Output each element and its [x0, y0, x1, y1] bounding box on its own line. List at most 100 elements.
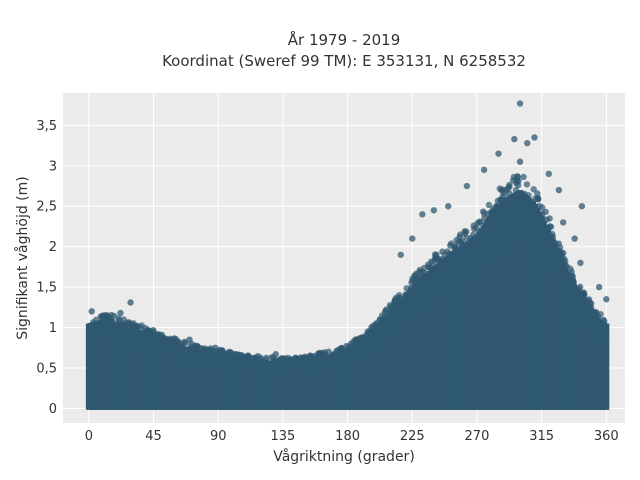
data-point: [493, 222, 500, 230]
data-point: [503, 199, 511, 207]
data-point: [179, 344, 186, 351]
data-point: [441, 251, 448, 259]
data-point: [344, 343, 352, 351]
data-point: [117, 330, 125, 337]
data-point: [110, 328, 117, 336]
y-tick-label: 3,5: [36, 119, 57, 134]
data-point: [554, 274, 561, 281]
x-axis-ticks: 0 45 90 135 180 225 270 315 360: [85, 429, 619, 444]
data-point: [479, 229, 486, 236]
data-point: [434, 286, 442, 294]
data-point: [287, 356, 295, 364]
x-tick-label: 225: [400, 429, 425, 444]
data-point: [523, 181, 531, 188]
data-point: [418, 301, 425, 309]
data-point: [428, 258, 435, 265]
data-point: [336, 354, 343, 361]
data-point: [104, 330, 112, 337]
data-point: [555, 240, 563, 247]
data-point: [489, 244, 497, 252]
data-point: [216, 348, 224, 355]
data-point: [152, 341, 159, 348]
data-point: [487, 218, 495, 225]
data-point: [411, 291, 418, 298]
data-point: [479, 208, 487, 215]
data-point: [451, 245, 458, 252]
data-point: [420, 282, 427, 290]
data-point: [461, 228, 468, 235]
data-point: [92, 334, 100, 342]
data-point: [542, 248, 550, 255]
data-point: [120, 338, 127, 346]
data-point: [378, 322, 386, 330]
outlier-point: [419, 211, 426, 218]
outlier-point: [516, 100, 524, 107]
data-point: [445, 265, 453, 272]
data-point: [483, 236, 490, 243]
data-point: [499, 223, 506, 230]
data-point: [470, 260, 478, 268]
x-tick-label: 45: [145, 429, 162, 444]
data-point: [262, 356, 270, 364]
outlier-point: [524, 139, 531, 147]
data-point: [297, 356, 305, 363]
x-tick-label: 135: [270, 429, 295, 444]
data-point: [282, 366, 289, 374]
data-point: [513, 180, 520, 187]
data-point: [129, 339, 137, 346]
data-point: [504, 207, 511, 214]
x-tick-label: 0: [85, 429, 93, 444]
data-point: [535, 196, 542, 203]
data-points: [85, 100, 610, 410]
data-point: [467, 234, 474, 242]
data-point: [520, 173, 527, 181]
data-point: [349, 347, 356, 354]
data-point: [584, 308, 591, 315]
data-point: [154, 347, 161, 355]
data-point: [559, 287, 567, 294]
y-tick-label: 1: [49, 321, 57, 336]
outlier-point: [212, 344, 219, 351]
data-point: [127, 324, 134, 332]
data-point: [184, 355, 191, 362]
data-point: [178, 354, 185, 362]
data-point: [431, 291, 438, 299]
data-point: [104, 317, 111, 324]
data-point: [481, 214, 488, 222]
data-point: [600, 329, 608, 336]
data-point: [534, 190, 541, 197]
outlier-point: [555, 186, 563, 194]
data-point: [393, 323, 401, 331]
data-point: [503, 233, 510, 240]
data-point: [522, 234, 529, 242]
outlier-point: [545, 170, 553, 178]
data-point: [567, 300, 575, 308]
data-point: [573, 301, 580, 309]
data-point: [211, 355, 219, 362]
data-point: [406, 295, 413, 303]
data-point: [562, 258, 569, 265]
data-point: [563, 263, 571, 270]
data-point: [530, 186, 537, 193]
data-point: [161, 336, 168, 343]
data-point: [316, 360, 323, 367]
data-point: [539, 204, 546, 211]
data-point: [546, 259, 553, 266]
data-point: [592, 328, 600, 335]
data-point: [305, 361, 312, 369]
data-point: [470, 240, 477, 248]
outlier-point: [397, 251, 404, 258]
chart-title-line-2: Koordinat (Sweref 99 TM): E 353131, N 62…: [162, 52, 526, 70]
data-point: [580, 290, 588, 297]
data-point: [519, 207, 526, 215]
data-point: [351, 356, 358, 363]
data-point: [142, 343, 150, 350]
data-point: [469, 251, 477, 258]
outlier-point: [531, 134, 538, 141]
data-point: [119, 321, 126, 329]
data-point: [461, 258, 468, 266]
data-point: [418, 289, 426, 296]
y-tick-label: 3: [49, 159, 57, 174]
data-point: [603, 335, 610, 342]
